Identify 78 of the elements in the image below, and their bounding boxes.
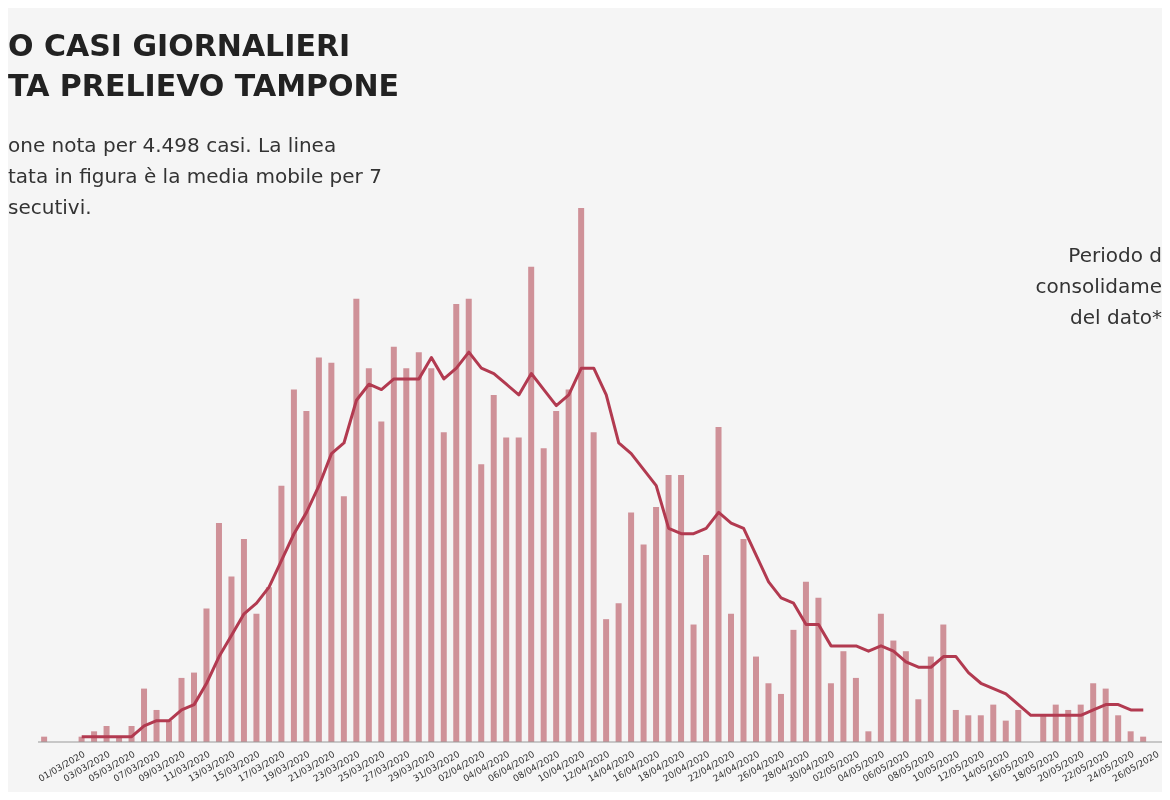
bar [1127, 731, 1134, 742]
bar [1102, 688, 1109, 742]
bar [315, 357, 322, 742]
bar [653, 507, 660, 742]
bar [790, 629, 797, 742]
bar [815, 597, 822, 742]
bar [777, 693, 784, 742]
bar [965, 715, 972, 742]
bar [178, 677, 185, 742]
bar [665, 475, 672, 742]
bar [228, 576, 235, 742]
bar [390, 346, 397, 742]
bar [640, 544, 647, 742]
bar [240, 539, 247, 742]
bar [1002, 720, 1009, 742]
bar [827, 683, 834, 742]
bar [765, 683, 772, 742]
bar [615, 603, 622, 742]
bar [503, 437, 510, 742]
bar [752, 656, 759, 742]
bar [540, 448, 547, 742]
bar [190, 672, 197, 742]
bar [590, 432, 597, 742]
bar [265, 587, 272, 742]
bar [478, 464, 485, 742]
bar [603, 619, 610, 742]
bar [415, 352, 422, 742]
bar [303, 410, 310, 742]
bar [528, 266, 535, 742]
bar [977, 715, 984, 742]
bar [365, 368, 372, 742]
chart-title: O CASI GIORNALIERI TA PRELIEVO TAMPONE [8, 27, 400, 105]
chart-subtitle: one nota per 4.498 casi. La linea tata in figura è la media mobile per 7 secutivi. [8, 132, 382, 221]
bar [1015, 709, 1022, 742]
bar [141, 688, 148, 742]
bar [428, 368, 435, 742]
bar [328, 362, 335, 742]
bar [715, 426, 722, 742]
bar [927, 656, 934, 742]
bar [203, 608, 210, 742]
bar [290, 389, 297, 742]
bar [553, 410, 560, 742]
bar [1040, 715, 1047, 742]
annotation: Periodo d consolidame del dato* [1035, 242, 1162, 331]
bar [902, 651, 909, 742]
bar [565, 389, 572, 742]
bar [852, 677, 859, 742]
bar [940, 624, 947, 742]
bar [378, 421, 385, 742]
bar [915, 699, 922, 742]
bar [340, 496, 347, 742]
bar [690, 624, 697, 742]
bar [465, 298, 472, 742]
bar [490, 394, 497, 742]
bar [740, 539, 747, 742]
bar [166, 720, 173, 742]
bar [1115, 715, 1122, 742]
bar [703, 555, 710, 742]
bar [952, 709, 959, 742]
bar [215, 523, 222, 742]
bar [515, 437, 522, 742]
bar [802, 581, 809, 742]
bar [403, 368, 410, 742]
bar [840, 651, 847, 742]
bar [877, 613, 884, 742]
bar [728, 613, 735, 742]
bar [453, 304, 460, 742]
bar [990, 704, 997, 742]
bar [678, 475, 685, 742]
bar [353, 298, 360, 742]
bar [440, 432, 447, 742]
bar [1090, 683, 1097, 742]
bar [253, 613, 260, 742]
bar [578, 208, 585, 742]
bar [628, 512, 635, 742]
bar [278, 485, 285, 742]
bar [890, 640, 897, 742]
bar [865, 731, 872, 742]
